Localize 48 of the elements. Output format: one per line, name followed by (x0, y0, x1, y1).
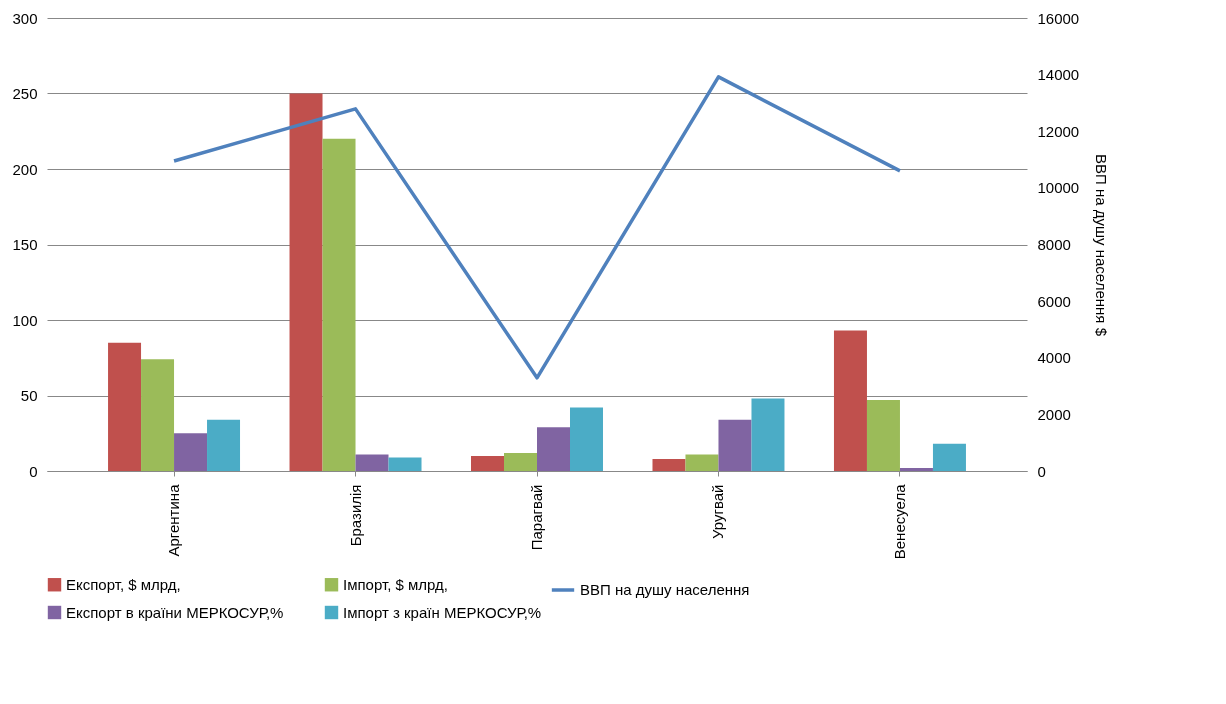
bar (932, 443, 966, 471)
x-tick-label: Уругвай (709, 484, 727, 540)
y2-tick-label: 0 (1037, 462, 1046, 480)
bar (751, 398, 785, 471)
bar (570, 407, 603, 471)
bar (289, 93, 323, 471)
x-tick-label: Венесуела (890, 483, 908, 560)
y2-tick-label: 14000 (1037, 66, 1080, 84)
bar (718, 419, 752, 471)
legend-label: Імпорт, $ млрд, (343, 575, 448, 593)
bar (537, 427, 570, 471)
legend-label: Експорт в країни МЕРКОСУР,% (66, 603, 284, 621)
y2-axis-title: ВВП на душу населення $ (1093, 154, 1111, 337)
bar (504, 452, 537, 471)
legend-label: Експорт, $ млрд, (66, 575, 181, 593)
bar (388, 457, 422, 471)
y-tick-label: 150 (12, 236, 38, 253)
x-tick-label: Парагвай (528, 484, 545, 551)
y2-tick-label: 4000 (1037, 349, 1071, 367)
bar (652, 458, 686, 471)
y2-tick-label: 12000 (1037, 122, 1080, 140)
legend-label: Імпорт з країн МЕРКОСУР,% (343, 603, 542, 621)
bar (174, 433, 208, 471)
x-tick-label: Бразилія (346, 484, 364, 547)
legend-label: ВВП на душу населення (580, 581, 750, 598)
bar (899, 467, 933, 471)
bar (322, 138, 356, 471)
y2-tick-label: 16000 (1037, 9, 1080, 27)
y-tick-label: 0 (29, 462, 38, 480)
bar (866, 400, 900, 471)
y-tick-label: 300 (12, 9, 38, 27)
bar (471, 455, 504, 471)
line-series (172, 75, 902, 380)
y-tick-label: 250 (12, 85, 38, 102)
y2-tick-label: 6000 (1037, 292, 1071, 310)
y-tick-label: 200 (12, 160, 38, 178)
bar (685, 454, 719, 471)
bar (207, 419, 241, 471)
y2-tick-label: 8000 (1037, 236, 1071, 253)
bar (355, 454, 389, 471)
y2-tick-label: 2000 (1037, 405, 1071, 423)
y-tick-label: 100 (12, 311, 38, 329)
y-tick-label: 50 (20, 387, 38, 404)
bar (141, 359, 175, 471)
y2-tick-label: 10000 (1037, 179, 1080, 197)
bar (833, 330, 867, 471)
x-tick-label: Аргентина (165, 483, 183, 557)
bar (108, 342, 142, 471)
